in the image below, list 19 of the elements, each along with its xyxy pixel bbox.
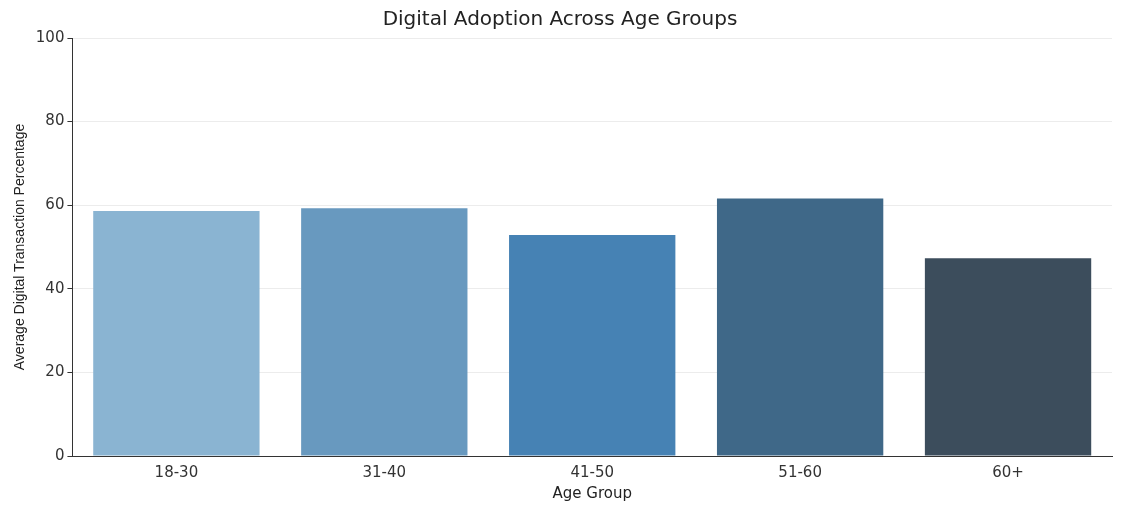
y-axis-title: Average Digital Transaction Percentage [11, 123, 28, 371]
y-tick-label: 40 [45, 278, 65, 297]
bar [924, 258, 1092, 456]
chart-title: Digital Adoption Across Age Groups [382, 6, 738, 31]
x-tick-label: 41-50 [570, 462, 615, 481]
y-tick-label: 60 [45, 195, 65, 214]
x-tick-label: 51-60 [778, 462, 822, 481]
x-tick-label: 18-30 [154, 462, 199, 481]
y-tick-label: 20 [45, 362, 65, 381]
x-tick-label: 31-40 [362, 462, 407, 481]
bar [301, 208, 468, 456]
y-tick-label: 100 [35, 27, 65, 46]
y-tick-label: 80 [45, 111, 65, 130]
y-tick-label: 0 [54, 445, 65, 464]
x-tick-label: 60+ [992, 462, 1024, 481]
bar [93, 211, 260, 456]
bar [509, 234, 676, 456]
x-axis-title: Age Group [552, 483, 632, 502]
bar [716, 198, 884, 456]
